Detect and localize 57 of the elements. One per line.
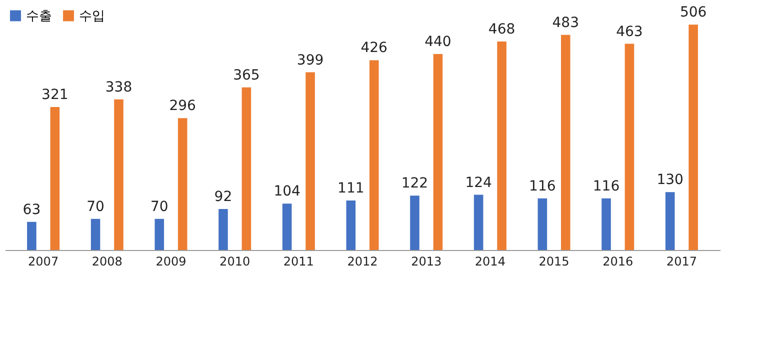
data-label: 440: [424, 34, 452, 50]
data-label: 399: [296, 52, 324, 68]
data-label: 116: [592, 178, 620, 194]
x-tick-label: 2013: [411, 254, 442, 268]
data-label: 338: [105, 79, 132, 96]
bar: [433, 54, 443, 250]
data-label: 116: [529, 178, 556, 194]
bar: [114, 99, 124, 250]
x-tick-label: 2007: [28, 254, 59, 268]
bar: [624, 44, 634, 250]
x-tick-label: 2010: [220, 254, 250, 268]
x-tick-label: 2016: [602, 254, 634, 268]
data-label: 70: [86, 198, 104, 215]
bar: [306, 72, 315, 250]
bar: [218, 209, 228, 250]
data-label: 506: [680, 4, 707, 21]
bar: [497, 42, 506, 250]
bar: [474, 194, 484, 250]
data-label: 122: [401, 176, 428, 192]
bar: [178, 118, 188, 250]
legend-label: 수입: [79, 8, 105, 24]
data-label: 426: [360, 40, 388, 56]
bar: [154, 218, 164, 250]
x-tick-label: 2017: [666, 254, 697, 268]
bar: [242, 87, 252, 250]
x-tick-label: 2012: [347, 254, 378, 268]
data-label: 463: [616, 24, 643, 40]
bar: [560, 34, 570, 250]
data-label: 70: [150, 198, 168, 215]
bar: [90, 218, 100, 250]
data-label: 321: [42, 87, 68, 104]
legend-label: 수출: [26, 8, 52, 24]
bar: [346, 200, 356, 250]
data-label: 104: [274, 184, 300, 200]
bar: [27, 222, 36, 250]
x-tick-label: 2015: [538, 254, 570, 268]
data-label: 124: [465, 174, 492, 191]
bar: [665, 192, 675, 250]
x-tick-label: 2014: [474, 254, 506, 268]
data-label: 483: [552, 14, 579, 31]
bar: [50, 107, 60, 250]
data-label: 468: [488, 22, 516, 38]
data-label: 296: [169, 98, 196, 114]
bar: [602, 198, 611, 250]
bar: [369, 60, 379, 250]
bar: [538, 198, 548, 250]
data-label: 365: [233, 67, 260, 84]
x-tick-label: 2009: [156, 254, 186, 268]
data-label: 92: [214, 189, 232, 206]
bar: [282, 204, 292, 250]
bar: [410, 196, 420, 250]
data-label: 63: [22, 202, 41, 218]
x-tick-label: 2008: [92, 254, 122, 268]
x-tick-label: 2011: [283, 254, 314, 268]
data-label: 130: [656, 172, 684, 188]
data-label: 111: [338, 180, 364, 197]
bar: [688, 24, 698, 250]
